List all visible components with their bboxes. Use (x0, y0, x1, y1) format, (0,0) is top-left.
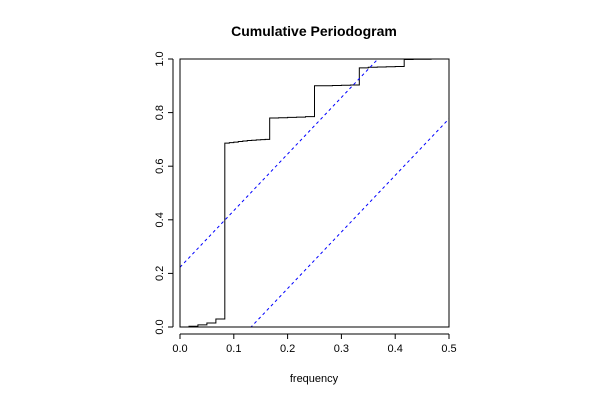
x-tick-label: 0.3 (334, 343, 349, 355)
y-tick-label: 0.0 (154, 319, 166, 334)
confidence-bound-line-1 (180, 59, 379, 268)
x-tick-label: 0.4 (388, 343, 403, 355)
axes: 0.0 0.1 0.2 0.3 0.4 0.5 0.0 0.2 0.4 0.6 0.8 1.0 (154, 51, 457, 355)
cumulative-periodogram-line (180, 59, 449, 327)
y-tick-label: 0.6 (154, 159, 166, 174)
y-tick-label: 0.8 (154, 105, 166, 120)
plot-area (180, 59, 449, 327)
x-tick-label: 0.2 (280, 343, 295, 355)
x-tick-label: 0.5 (441, 343, 456, 355)
y-tick-label: 0.2 (154, 266, 166, 281)
chart-title: Cumulative Periodogram (231, 23, 397, 39)
x-axis-label: frequency (290, 373, 339, 385)
x-tick-label: 0.1 (226, 343, 241, 355)
x-tick-label: 0.0 (172, 343, 187, 355)
y-tick-label: 1.0 (154, 51, 166, 66)
plot-frame (179, 58, 450, 328)
y-tick-label: 0.4 (154, 212, 166, 227)
confidence-bound-line-2 (250, 118, 449, 327)
